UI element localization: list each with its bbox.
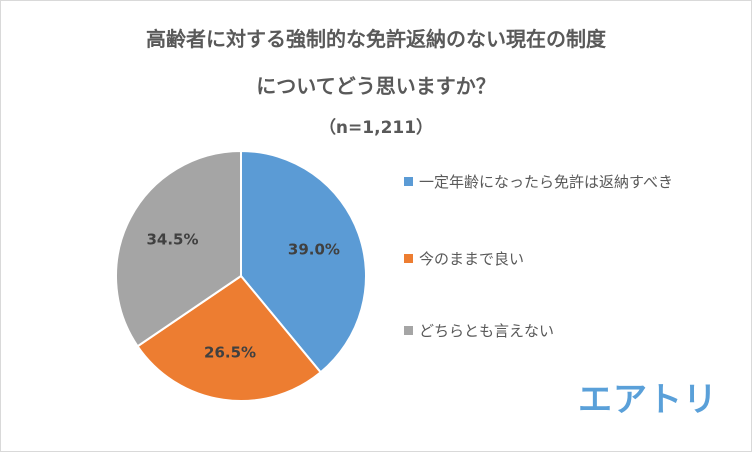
pie-slice-label-2: 26.5% bbox=[204, 344, 256, 362]
legend-label-1: 一定年齢になったら免許は返納すべき bbox=[419, 173, 673, 191]
airtrip-logo: エアトリ bbox=[578, 380, 718, 420]
pie-slice-label-1: 39.0% bbox=[288, 241, 340, 259]
legend-label-2: 今のままで良い bbox=[419, 250, 525, 268]
legend-item-2: 今のままで良い bbox=[404, 248, 524, 269]
chart-subtitle: （n=1,211） bbox=[318, 118, 434, 138]
pie-slice-2 bbox=[136, 274, 323, 402]
pie-slice-label-3: 34.5% bbox=[146, 231, 198, 249]
legend-swatch-2 bbox=[404, 254, 413, 263]
legend-swatch-1 bbox=[404, 177, 413, 186]
pie-slice-1 bbox=[240, 149, 367, 374]
chart-title-line-1: 高齢者に対する強制的な免許返納のない現在の制度 bbox=[146, 27, 606, 51]
chart-title-line-2: についてどう思いますか？ bbox=[256, 74, 496, 98]
legend-item-1: 一定年齢になったら免許は返納すべき bbox=[404, 171, 673, 192]
legend-item-3: どちらとも言えない bbox=[404, 320, 554, 341]
legend-label-3: どちらとも言えない bbox=[419, 322, 555, 340]
legend-swatch-3 bbox=[404, 326, 413, 335]
pie-slice-3 bbox=[115, 149, 242, 348]
